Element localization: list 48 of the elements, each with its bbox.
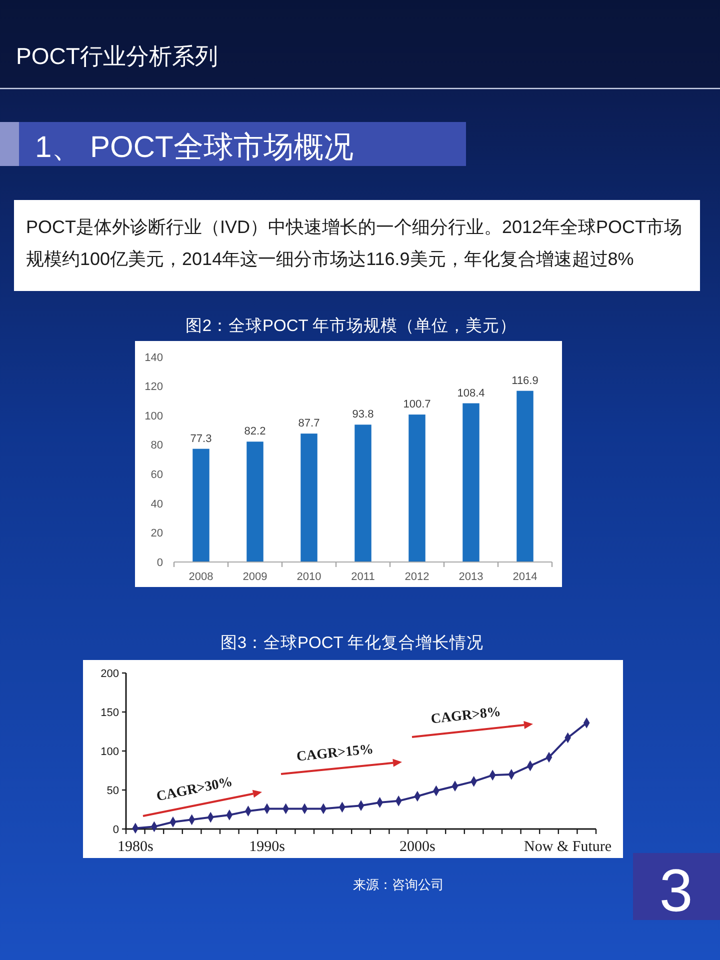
data-label: 116.9: [512, 374, 538, 387]
bar: [246, 442, 264, 562]
x-tick-label: 2008: [188, 571, 214, 583]
y-tick-label: 80: [150, 440, 163, 452]
y-tick-label: 60: [150, 468, 163, 481]
chart-title: 图2：全球POCT 年市场规模（单位，美元）: [185, 316, 517, 335]
y-tick-label: 0: [156, 556, 163, 569]
x-tick-label: 2009: [242, 571, 268, 583]
data-label: 108.4: [457, 387, 485, 400]
text: 1、 POCT全球市场概况: [35, 131, 354, 164]
data-label: 100.7: [403, 398, 431, 411]
y-tick-label: 100: [144, 410, 163, 422]
data-label: 93.8: [352, 408, 374, 421]
text: 3: [659, 857, 693, 924]
data-label: 87.7: [298, 418, 320, 430]
y-tick-label: 40: [150, 498, 163, 510]
chart-title: 图3：全球POCT 年化复合增长情况: [220, 634, 484, 652]
x-tick-label: Now & Future: [524, 839, 612, 855]
x-tick-label: 2012: [404, 571, 430, 583]
y-tick-label: 0: [112, 824, 119, 836]
y-tick-label: 200: [100, 668, 119, 680]
y-tick-label: 140: [144, 352, 163, 364]
x-tick-label: 2000s: [399, 839, 436, 855]
annotation: CAGR>15%: [296, 742, 374, 765]
y-tick-label: 150: [100, 706, 119, 719]
y-tick-label: 120: [144, 381, 163, 394]
data-label: 77.3: [190, 432, 212, 445]
bar: [462, 403, 480, 562]
bar: [192, 448, 210, 562]
x-tick-label: 2011: [351, 571, 375, 583]
y-tick-label: 50: [106, 784, 119, 797]
x-tick-label: 2014: [512, 571, 538, 583]
bar: [300, 434, 318, 562]
y-tick-label: 20: [150, 528, 163, 540]
bar: [408, 414, 426, 562]
annotation: CAGR>8%: [430, 704, 502, 728]
annotation: CAGR>30%: [155, 774, 234, 805]
bar: [516, 390, 534, 562]
bar: [354, 424, 372, 562]
text: POCT是体外诊断行业（IVD）中快速增长的一个细分行业。2012年全球POCT市场规模约100亿美元，2014年这一细分市场达116.9美元，年化复合增速超过8%: [26, 217, 682, 269]
x-tick-label: 1990s: [249, 839, 286, 855]
y-tick-label: 100: [100, 746, 119, 758]
x-tick-label: 1980s: [117, 839, 154, 855]
source-note: 来源：咨询公司: [353, 877, 444, 892]
x-tick-label: 2013: [458, 571, 484, 583]
text: POCT行业分析系列: [16, 43, 218, 69]
data-label: 82.2: [244, 426, 266, 438]
x-tick-label: 2010: [296, 571, 322, 583]
